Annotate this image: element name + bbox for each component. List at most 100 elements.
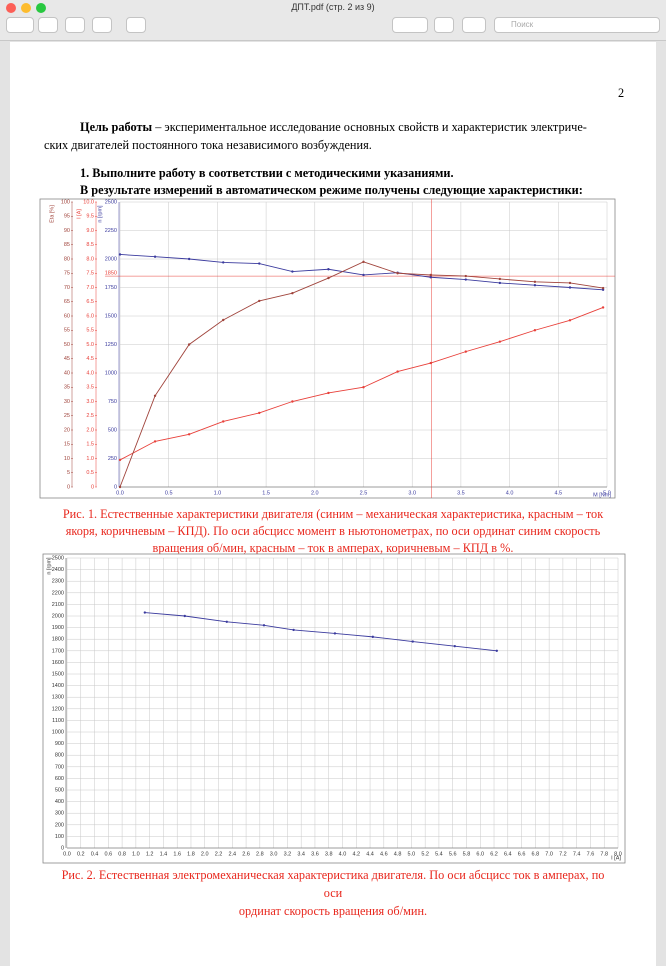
x-tick-label: 0.2 (77, 851, 85, 857)
caption: оси (323, 886, 343, 900)
x-tick-label: 7.6 (587, 851, 595, 857)
data-point (362, 273, 365, 277)
data-point (187, 343, 191, 346)
y-tick-label: 9.0 (86, 228, 94, 234)
annotate-button[interactable] (462, 17, 486, 33)
x-tick-label: 1.5 (262, 490, 270, 496)
data-point (118, 458, 122, 462)
close-button[interactable] (6, 3, 16, 13)
x-tick-label: 0.0 (63, 851, 71, 857)
y-tick-label: 45 (64, 356, 70, 362)
y-tick-label: 35 (64, 385, 70, 391)
y-tick-label: 200 (55, 822, 64, 828)
y-tick-label: 25 (64, 413, 70, 419)
zoom-out-button[interactable] (65, 17, 85, 33)
search-field[interactable]: Поиск (494, 17, 660, 33)
caption: якоря, коричневым – КПД). По оси абсцисс… (65, 524, 601, 538)
sidebar-button[interactable] (6, 17, 34, 33)
y-tick-label: 1400 (52, 683, 64, 689)
data-point (153, 394, 157, 397)
data-point (464, 350, 467, 353)
data-point (183, 614, 186, 618)
data-point (362, 260, 365, 264)
x-tick-label: 4.2 (352, 851, 360, 857)
data-point (258, 262, 261, 265)
y-tick-label: 500 (108, 427, 117, 433)
y-tick-label: 600 (55, 776, 64, 782)
share-button[interactable] (126, 17, 146, 33)
y-axis-label: I [A] (76, 209, 82, 219)
data-point (429, 276, 432, 279)
x-tick-label: 2.6 (242, 851, 250, 857)
intro-line: ских двигателей постоянного тока независ… (44, 138, 372, 152)
zoom-button[interactable] (36, 3, 46, 13)
y-tick-label: 700 (55, 764, 64, 770)
y-tick-label: 0 (61, 845, 64, 851)
data-point (362, 386, 365, 389)
x-tick-label: 3.0 (270, 851, 278, 857)
data-point (187, 257, 191, 261)
y-tick-label: 400 (55, 799, 64, 805)
data-point (498, 281, 502, 285)
y-tick-label: 100 (61, 199, 70, 205)
zoom-in-button[interactable] (92, 17, 112, 33)
y-tick-label: 5.5 (86, 328, 94, 334)
x-tick-label: 3.8 (325, 851, 333, 857)
x-tick-label: 0.6 (104, 851, 112, 857)
y-tick-label: 1000 (105, 370, 117, 376)
y-tick-label: 2250 (105, 228, 117, 234)
x-tick-label: 3.2 (284, 851, 292, 857)
data-point (258, 299, 261, 303)
markup-button[interactable] (392, 17, 428, 33)
y-tick-label: 95 (64, 214, 70, 220)
data-point (225, 620, 228, 623)
rotate-button[interactable] (434, 17, 454, 33)
y-tick-label: 2200 (52, 590, 64, 596)
x-tick-label: 7.0 (545, 851, 553, 857)
x-axis-label: M [Nm] (593, 492, 611, 498)
y-tick-label: 2300 (52, 579, 64, 585)
x-tick-label: 6.2 (490, 851, 498, 857)
y-tick-label: 2100 (52, 602, 64, 608)
y-tick-label: 70 (64, 285, 70, 291)
y-tick-label: 1500 (52, 671, 64, 677)
y-tick-label: 90 (64, 228, 70, 234)
y-tick-label: 2.5 (86, 413, 94, 419)
y-tick-label: 1700 (52, 648, 64, 654)
y-tick-label: 8.5 (86, 242, 94, 248)
y-tick-label: 2500 (105, 199, 117, 205)
zoom-fit-button[interactable] (38, 17, 58, 33)
data-point (291, 400, 294, 403)
task-heading: 1. Выполните работу в соответствии с мет… (80, 166, 454, 180)
y-tick-label: 65 (64, 299, 70, 305)
page-number: 2 (618, 86, 625, 100)
data-point (396, 272, 399, 275)
y-tick-label: 300 (55, 811, 64, 817)
y-tick-label: 100 (55, 834, 64, 840)
y-tick-label: 1500 (105, 313, 117, 319)
data-point (495, 649, 498, 652)
y-axis-label: Eta [%] (49, 205, 55, 223)
x-tick-label: 2.5 (360, 490, 368, 496)
x-tick-label: 2.2 (215, 851, 223, 857)
y-tick-label: 80 (64, 256, 70, 262)
data-point (118, 253, 122, 256)
x-tick-label: 2.0 (311, 490, 319, 496)
y-tick-label: 10 (64, 456, 70, 462)
x-tick-label: 4.0 (506, 490, 514, 496)
y-tick-label: 6.0 (86, 313, 94, 319)
data-point (327, 391, 330, 395)
chart-frame (42, 553, 626, 864)
x-tick-label: 5.6 (449, 851, 457, 857)
minimize-button[interactable] (21, 3, 31, 13)
y-tick-label: 1250 (105, 342, 117, 348)
data-point (464, 274, 467, 278)
x-tick-label: 6.4 (504, 851, 512, 857)
x-tick-label: 3.5 (457, 490, 465, 496)
y-tick-label: 2000 (52, 613, 64, 619)
y-tick-label: 85 (64, 242, 70, 248)
y-tick-label: 750 (108, 399, 117, 405)
x-tick-label: 0.8 (118, 851, 126, 857)
y-tick-label: 1900 (52, 625, 64, 631)
y-tick-label: 3.5 (86, 385, 94, 391)
